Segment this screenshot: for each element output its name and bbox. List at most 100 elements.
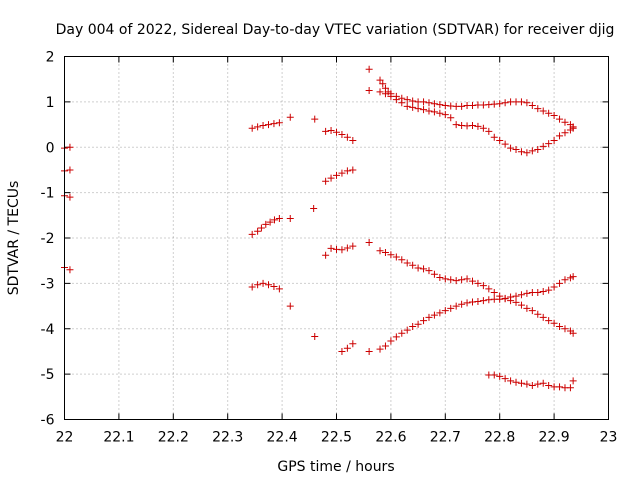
y-tick-label: -1: [41, 186, 55, 202]
data-point: [436, 101, 444, 109]
data-point: [556, 279, 564, 287]
data-point: [414, 320, 422, 328]
data-point: [474, 298, 482, 306]
data-point: [517, 148, 525, 156]
data-point: [458, 300, 466, 308]
data-point: [327, 126, 335, 134]
data-point: [501, 375, 509, 383]
data-point: [507, 293, 515, 301]
data-point: [343, 167, 351, 175]
data-point: [517, 291, 525, 299]
data-point: [479, 124, 487, 132]
data-point: [507, 377, 515, 385]
data-point: [501, 140, 509, 148]
data-point: [66, 166, 74, 174]
data-point: [528, 147, 536, 155]
data-point: [420, 265, 428, 273]
data-point: [561, 276, 569, 284]
data-point: [265, 121, 272, 129]
x-tick-label: 22.4: [267, 430, 298, 446]
data-point: [381, 342, 389, 350]
data-point: [409, 103, 417, 111]
data-point: [458, 276, 466, 284]
data-point: [496, 100, 504, 108]
data-point: [469, 121, 476, 129]
data-point: [322, 177, 330, 185]
data-point: [436, 309, 444, 317]
data-point: [248, 230, 256, 238]
data-point: [463, 299, 471, 307]
x-tick-label: 22: [56, 430, 74, 446]
y-tick-label: -6: [41, 413, 55, 429]
data-point: [534, 310, 542, 318]
data-point: [569, 124, 577, 132]
y-tick-label: 0: [46, 140, 55, 156]
axis-layer: 22 22.1 22.2 22.3 22.4 22.5 22.6 22.7 22.8 22.9 23…: [41, 50, 618, 446]
data-point: [436, 273, 444, 281]
data-point: [376, 88, 384, 96]
data-point: [286, 302, 294, 310]
data-point: [387, 337, 395, 345]
data-point: [286, 214, 294, 222]
data-point: [539, 142, 547, 150]
data-point: [349, 242, 357, 250]
data-point: [545, 317, 553, 325]
data-point: [322, 127, 330, 135]
series-bottom: [485, 371, 577, 392]
x-tick-label: 22.1: [103, 430, 134, 446]
data-point: [403, 259, 411, 267]
data-point: [376, 247, 384, 255]
data-point: [550, 111, 558, 119]
data-point: [528, 307, 536, 315]
data-point: [539, 313, 547, 321]
series-arc-mid-a: [322, 126, 357, 185]
data-point: [479, 282, 487, 290]
chart-title: Day 004 of 2022, Sidereal Day-to-day VTE…: [56, 22, 615, 38]
data-point: [343, 344, 351, 352]
data-point: [523, 99, 531, 107]
data-point: [409, 97, 417, 105]
data-point: [534, 105, 542, 113]
data-point: [409, 322, 417, 330]
series-arc-mid-b: [322, 239, 373, 355]
data-point: [556, 322, 564, 330]
data-point: [452, 302, 460, 310]
x-axis-label: GPS time / hours: [277, 459, 394, 475]
x-tick-label: 23: [600, 430, 618, 446]
data-point: [420, 98, 428, 106]
series-mid-lower: [376, 273, 577, 353]
y-tick-label: -4: [41, 322, 55, 338]
data-point: [501, 295, 509, 303]
data-point: [66, 266, 74, 274]
x-tick-label: 22.5: [321, 430, 352, 446]
data-point: [569, 377, 577, 385]
data-point: [270, 120, 278, 128]
data-point: [496, 136, 504, 144]
data-point: [490, 288, 498, 296]
data-point: [561, 118, 569, 126]
data-point: [430, 311, 438, 319]
data-point: [469, 277, 476, 285]
data-point: [556, 115, 564, 123]
data-point: [311, 115, 319, 123]
data-point: [430, 100, 438, 108]
series-top-lower: [376, 88, 577, 157]
data-point: [259, 121, 267, 129]
x-tick-label: 22.9: [539, 430, 570, 446]
data-point: [556, 132, 564, 140]
data-point: [566, 384, 574, 392]
data-point: [507, 144, 515, 152]
data-point: [392, 253, 400, 261]
data-point: [409, 261, 417, 269]
data-point: [420, 317, 428, 325]
data-point: [452, 121, 460, 129]
x-tick-label: 22.3: [212, 430, 243, 446]
data-point: [545, 140, 553, 148]
x-tick-label: 22.7: [430, 430, 461, 446]
data-point: [286, 113, 294, 121]
data-point: [254, 281, 262, 289]
data-point: [569, 273, 577, 281]
data-point: [534, 146, 542, 154]
series-early-edge: [61, 143, 74, 274]
data-point: [425, 313, 433, 321]
